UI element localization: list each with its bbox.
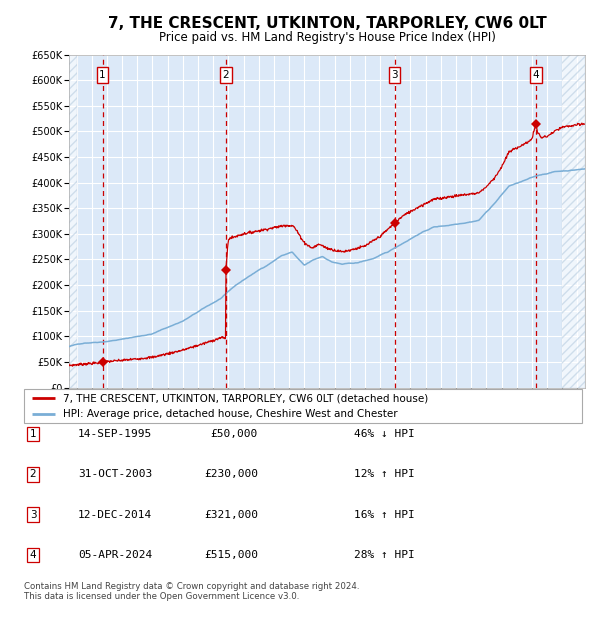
- Text: £321,000: £321,000: [204, 510, 258, 520]
- Text: Price paid vs. HM Land Registry's House Price Index (HPI): Price paid vs. HM Land Registry's House …: [158, 31, 496, 44]
- Text: 3: 3: [391, 70, 398, 80]
- Text: £50,000: £50,000: [211, 429, 258, 439]
- FancyBboxPatch shape: [24, 389, 582, 423]
- Text: 7, THE CRESCENT, UTKINTON, TARPORLEY, CW6 0LT (detached house): 7, THE CRESCENT, UTKINTON, TARPORLEY, CW…: [63, 393, 428, 403]
- Text: 1: 1: [99, 70, 106, 80]
- Bar: [562, 55, 585, 388]
- Text: 16% ↑ HPI: 16% ↑ HPI: [354, 510, 415, 520]
- Text: 28% ↑ HPI: 28% ↑ HPI: [354, 550, 415, 560]
- Text: 12% ↑ HPI: 12% ↑ HPI: [354, 469, 415, 479]
- Text: 4: 4: [29, 550, 37, 560]
- Bar: [69, 55, 77, 388]
- Text: £515,000: £515,000: [204, 550, 258, 560]
- Text: £230,000: £230,000: [204, 469, 258, 479]
- Text: 46% ↓ HPI: 46% ↓ HPI: [354, 429, 415, 439]
- Text: 05-APR-2024: 05-APR-2024: [78, 550, 152, 560]
- Text: 12-DEC-2014: 12-DEC-2014: [78, 510, 152, 520]
- Text: 31-OCT-2003: 31-OCT-2003: [78, 469, 152, 479]
- Text: HPI: Average price, detached house, Cheshire West and Chester: HPI: Average price, detached house, Ches…: [63, 409, 398, 419]
- Text: 2: 2: [223, 70, 229, 80]
- Text: 14-SEP-1995: 14-SEP-1995: [78, 429, 152, 439]
- Text: 3: 3: [29, 510, 37, 520]
- Text: 1: 1: [29, 429, 37, 439]
- Text: 7, THE CRESCENT, UTKINTON, TARPORLEY, CW6 0LT: 7, THE CRESCENT, UTKINTON, TARPORLEY, CW…: [107, 16, 547, 30]
- Text: 4: 4: [533, 70, 539, 80]
- Text: Contains HM Land Registry data © Crown copyright and database right 2024.
This d: Contains HM Land Registry data © Crown c…: [24, 582, 359, 601]
- Text: 2: 2: [29, 469, 37, 479]
